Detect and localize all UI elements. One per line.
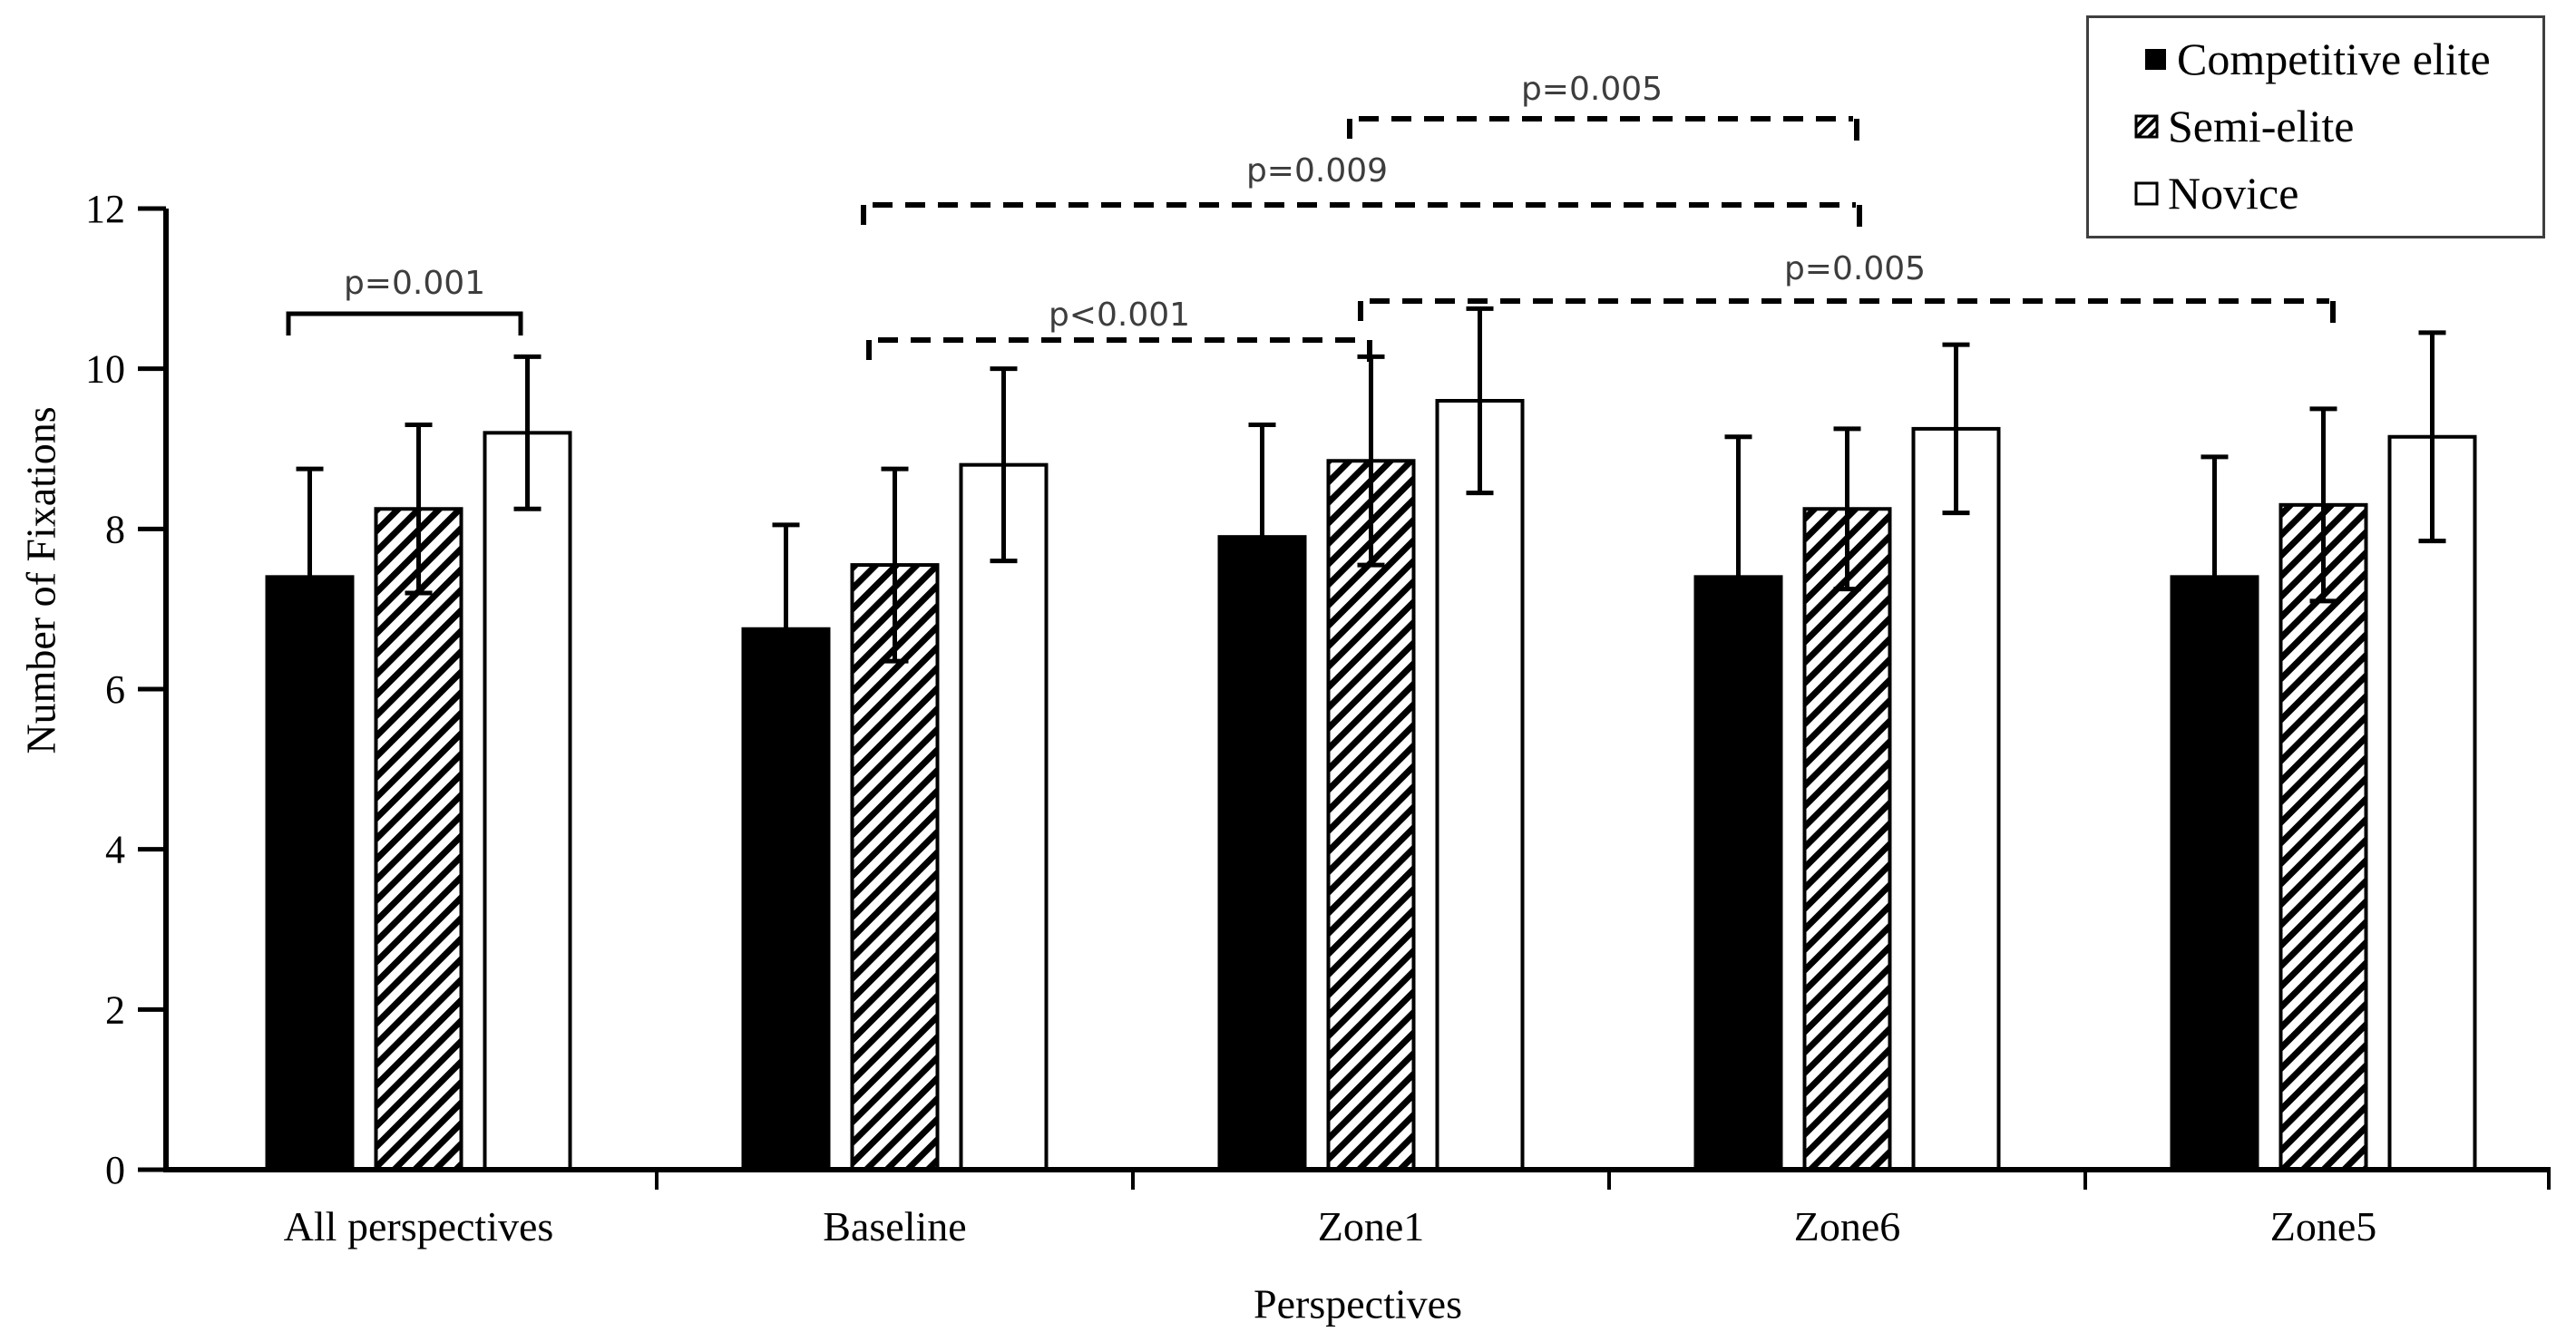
bar-semi-elite-all-perspectives [374, 507, 463, 1172]
bar-novice-zone5 [2387, 434, 2477, 1172]
legend-item-semi-elite: Semi-elite [2089, 92, 2542, 160]
x-category-label-zone6: Zone6 [1794, 1203, 1901, 1249]
significance-bracket-p-0-001-0 [286, 311, 523, 335]
significance-label-3: p=0.005 [1521, 71, 1663, 108]
y-tick-label-2: 2 [105, 987, 125, 1032]
y-axis-title: Number of Fixations [17, 406, 64, 754]
bar-semi-elite-zone1 [1326, 459, 1416, 1172]
significance-label-2: p=0.009 [1246, 152, 1388, 190]
x-category-label-all-perspectives: All perspectives [284, 1203, 554, 1249]
legend-item-competitive-elite: Competitive elite [2089, 25, 2542, 92]
significance-label-0: p=0.001 [344, 265, 485, 302]
y-tick-label-8: 8 [105, 507, 125, 551]
legend: Competitive elite Semi-elite Novice [2086, 15, 2545, 238]
bar-competitive-elite-baseline [741, 627, 831, 1172]
black-square-icon [2145, 48, 2166, 70]
hatched-square-icon [2134, 114, 2159, 138]
x-axis-title: Perspectives [1254, 1280, 1462, 1327]
bar-semi-elite-zone6 [1802, 507, 1892, 1172]
bar-novice-zone6 [1911, 426, 2001, 1172]
x-category-label-zone1: Zone1 [1318, 1203, 1425, 1249]
significance-label-1: p<0.001 [1049, 297, 1190, 334]
white-square-icon [2134, 181, 2159, 205]
legend-label: Semi-elite [2168, 101, 2355, 151]
legend-item-novice: Novice [2089, 160, 2542, 227]
bar-novice-all-perspectives [483, 431, 572, 1172]
significance-label-4: p=0.005 [1784, 250, 1926, 287]
bar-semi-elite-zone5 [2278, 502, 2368, 1172]
y-tick-label-0: 0 [105, 1148, 125, 1192]
y-tick-label-4: 4 [105, 828, 125, 872]
y-tick-label-12: 12 [85, 187, 125, 231]
bar-novice-zone1 [1435, 399, 1525, 1172]
x-category-label-baseline: Baseline [823, 1203, 966, 1249]
y-tick-label-10: 10 [85, 347, 125, 392]
y-tick-label-6: 6 [105, 667, 125, 712]
legend-label: Competitive elite [2177, 34, 2491, 84]
bar-novice-baseline [959, 462, 1049, 1172]
legend-label: Novice [2168, 168, 2299, 219]
x-category-label-zone5: Zone5 [2270, 1203, 2377, 1249]
